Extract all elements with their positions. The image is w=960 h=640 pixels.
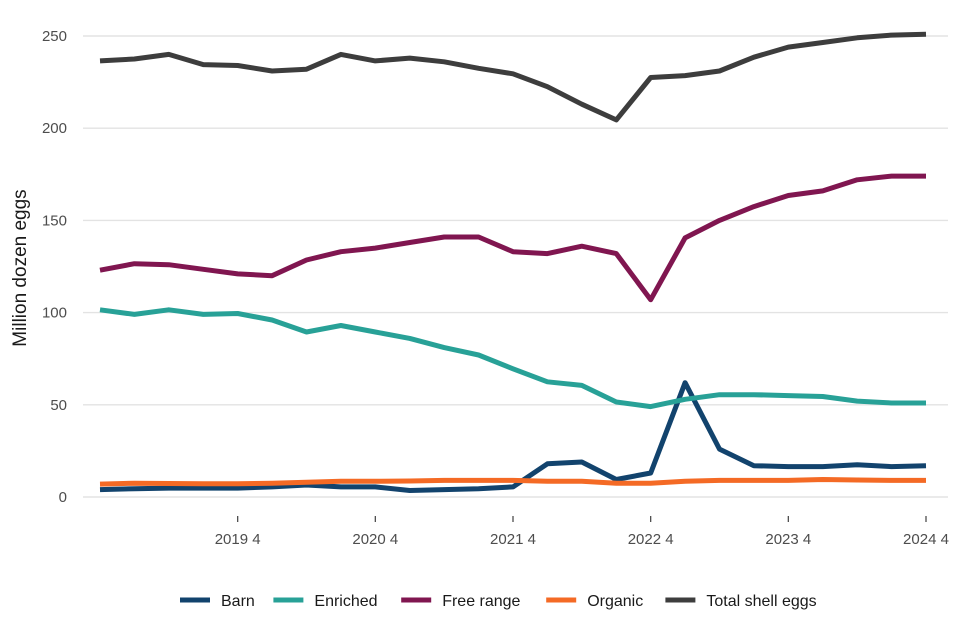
y-tick-label: 0 [59, 489, 67, 506]
x-tick-label: 2020 4 [352, 531, 398, 548]
x-tick-label: 2022 4 [628, 531, 674, 548]
legend-item-enriched: Enriched [273, 593, 378, 610]
y-tick-label: 100 [42, 305, 67, 322]
x-tick-label: 2024 4 [903, 531, 949, 548]
legend-label: Barn [221, 593, 255, 610]
series-line-enriched [99, 307, 926, 410]
legend-label: Organic [587, 593, 643, 610]
gridlines [83, 35, 948, 498]
x-tick-label: 2021 4 [490, 531, 536, 548]
legend: Barn Enriched Free range Organic Total shell… [180, 593, 817, 610]
x-axis-ticks: 2019 4 2020 4 2021 4 2022 4 2023 4 2024 4 [215, 516, 949, 548]
x-tick-label: 2023 4 [765, 531, 811, 548]
legend-label: Enriched [314, 593, 377, 610]
series-line-organic [99, 477, 926, 487]
series-lines [99, 31, 927, 493]
y-tick-label: 250 [42, 28, 67, 45]
y-axis-ticks: 0 50 100 150 200 250 [42, 28, 67, 506]
series-line-barn [99, 380, 927, 493]
x-tick-label: 2019 4 [215, 531, 261, 548]
y-tick-label: 150 [42, 212, 67, 229]
legend-label: Free range [442, 593, 520, 610]
legend-item-barn: Barn [180, 593, 255, 610]
y-axis-title: Million dozen eggs [10, 189, 31, 346]
legend-item-organic: Organic [546, 593, 643, 610]
y-tick-label: 200 [42, 120, 67, 137]
legend-label: Total shell eggs [706, 593, 816, 610]
series-line-free-range [99, 173, 926, 303]
series-line-total-shell-eggs [99, 31, 927, 123]
legend-item-free-range: Free range [401, 593, 521, 610]
legend-item-total-shell-eggs: Total shell eggs [665, 593, 817, 610]
y-tick-label: 50 [50, 397, 67, 414]
